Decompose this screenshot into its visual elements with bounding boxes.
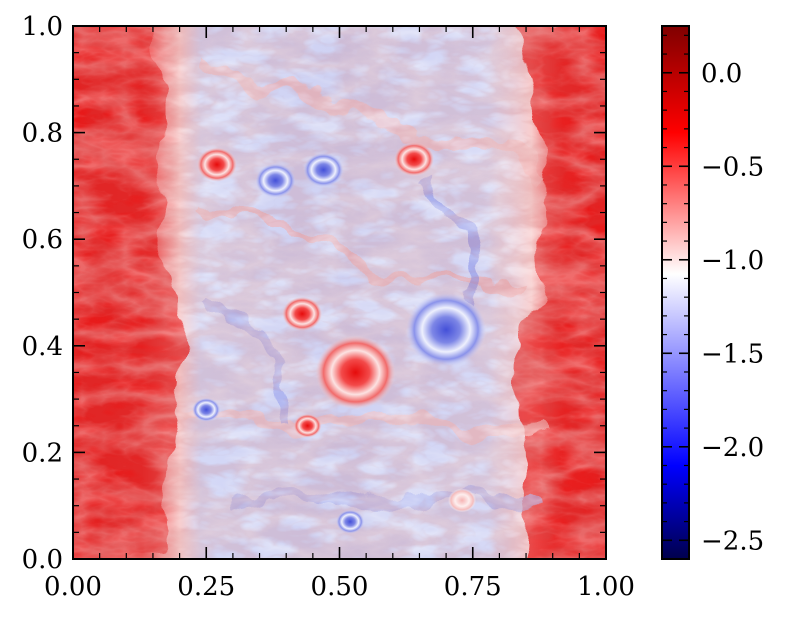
- y-tick-label: 0.0: [22, 545, 63, 575]
- y-tick-label: 0.6: [22, 225, 63, 255]
- x-tick-label: 0.75: [444, 572, 502, 602]
- colorbar-gradient: [661, 25, 690, 560]
- vortex-feature: [336, 509, 365, 534]
- vortex-feature: [192, 397, 221, 422]
- y-tick-label: 0.2: [22, 438, 63, 468]
- x-tick-label: 0.00: [44, 572, 102, 602]
- vortex-feature: [315, 335, 396, 410]
- y-tick-label: 0.4: [22, 332, 63, 362]
- y-tick-label: 1.0: [22, 12, 63, 42]
- vortex-feature: [448, 488, 477, 513]
- colorbar-tick-label: −1.5: [701, 339, 764, 369]
- vortex-feature: [394, 142, 435, 177]
- vortex-feature: [255, 163, 296, 198]
- y-tick-label: 0.8: [22, 119, 63, 149]
- vortex-feature: [282, 296, 323, 331]
- x-tick-label: 0.50: [311, 572, 369, 602]
- x-tick-label: 0.25: [177, 572, 235, 602]
- colorbar-tick-label: 0.0: [701, 59, 742, 89]
- colorbar: 0.0 −0.5 −1.0 −1.5 −2.0 −2.5: [661, 25, 764, 560]
- colorbar-tick-label: −1.0: [701, 246, 764, 276]
- y-axis: 0.0 0.2 0.4 0.6 0.8 1.0: [22, 12, 606, 575]
- colorbar-tick-label: −2.0: [701, 433, 764, 463]
- colorbar-tick-label: −0.5: [701, 152, 764, 182]
- vortex-feature: [303, 152, 344, 187]
- colorbar-tick-label: −2.5: [701, 526, 764, 556]
- plot-area: [73, 26, 606, 559]
- vortex-feature: [293, 413, 322, 438]
- x-tick-label: 1.00: [577, 572, 635, 602]
- vortex-feature: [406, 293, 487, 367]
- vortex-feature: [196, 147, 237, 182]
- x-axis: 0.00 0.25 0.50 0.75 1.00: [44, 26, 635, 602]
